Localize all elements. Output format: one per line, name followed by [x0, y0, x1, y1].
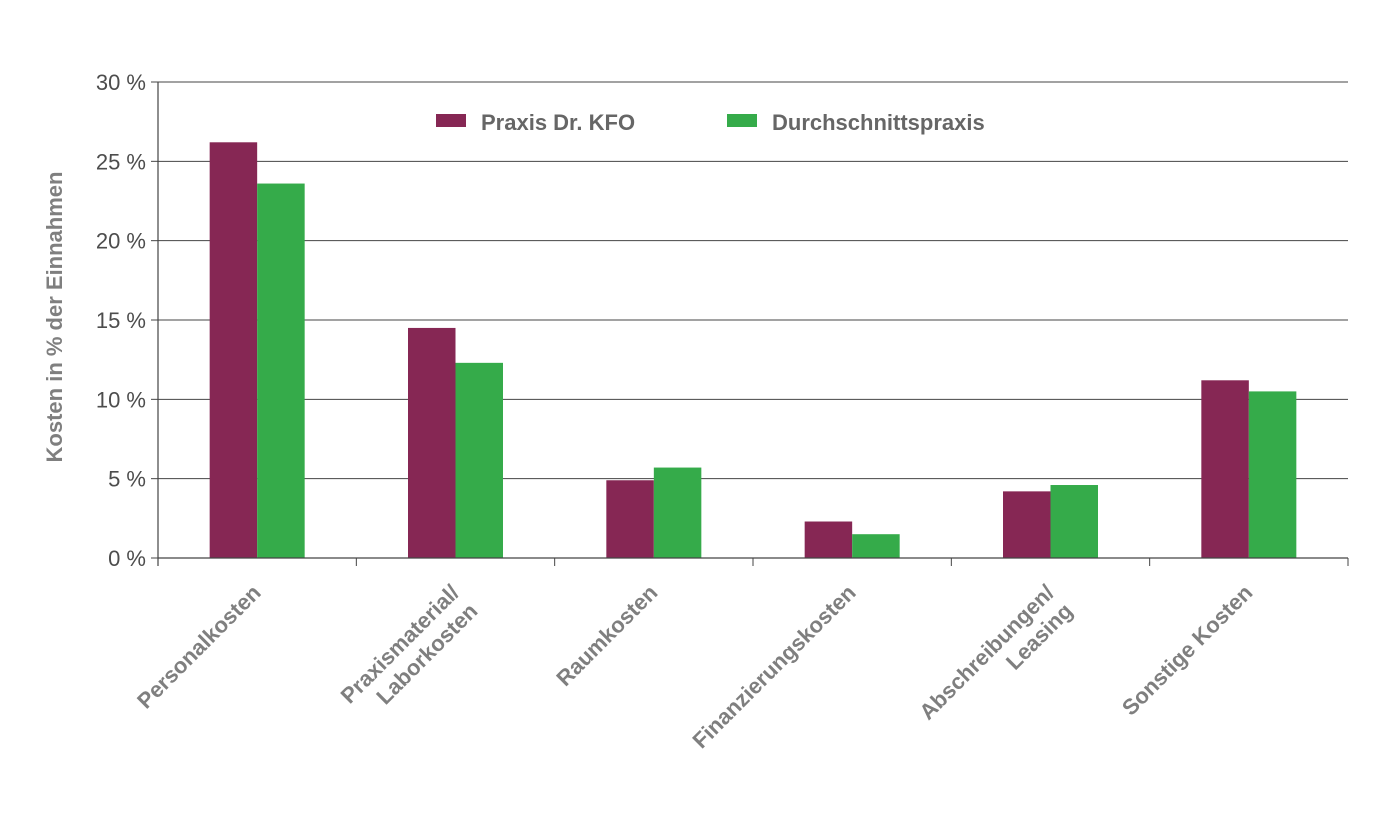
y-tick-label: 10 % [96, 387, 146, 412]
y-tick-label: 20 % [96, 229, 146, 254]
y-axis-title: Kosten in % der Einnahmen [42, 172, 67, 463]
legend: Praxis Dr. KFO Durchschnittspraxis [436, 110, 985, 135]
bar-praxis-1 [408, 327, 456, 558]
y-tick-label: 15 % [96, 308, 146, 333]
bar-praxis-2 [606, 480, 654, 558]
bar-durchschnitt-3 [852, 534, 900, 558]
bar-durchschnitt-0 [257, 183, 305, 558]
legend-label-durchschnitt: Durchschnittspraxis [772, 110, 985, 135]
x-category-label: Personalkosten [132, 580, 266, 714]
x-category-label-line: Raumkosten [551, 580, 662, 691]
bar-durchschnitt-4 [1050, 485, 1098, 558]
x-category-label: Raumkosten [551, 580, 662, 691]
legend-swatch-durchschnitt [727, 114, 757, 127]
legend-label-praxis: Praxis Dr. KFO [481, 110, 635, 135]
x-category-label-line: Sonstige Kosten [1117, 580, 1257, 720]
x-category-label: Praxismaterial/Laborkosten [336, 580, 483, 727]
bar-durchschnitt-5 [1248, 391, 1297, 558]
bar-durchschnitt-1 [455, 362, 503, 558]
bars [209, 142, 1297, 558]
bar-praxis-4 [1003, 491, 1051, 558]
x-category-label: Finanzierungskosten [687, 580, 860, 753]
legend-swatch-praxis [436, 114, 466, 127]
y-tick-label: 5 % [108, 467, 146, 492]
x-category-label: Sonstige Kosten [1117, 580, 1257, 720]
y-tick-label: 30 % [96, 70, 146, 95]
bar-praxis-0 [209, 142, 258, 558]
x-category-label-line: Finanzierungskosten [687, 580, 860, 753]
x-category-label-line: Personalkosten [132, 580, 266, 714]
x-category-label: Abschreibungen/Leasing [914, 580, 1077, 743]
y-tick-label: 25 % [96, 149, 146, 174]
bar-durchschnitt-2 [653, 467, 702, 558]
bar-praxis-5 [1201, 380, 1249, 558]
bar-praxis-3 [804, 521, 853, 558]
y-tick-label: 0 % [108, 546, 146, 571]
gridlines [158, 81, 1348, 480]
